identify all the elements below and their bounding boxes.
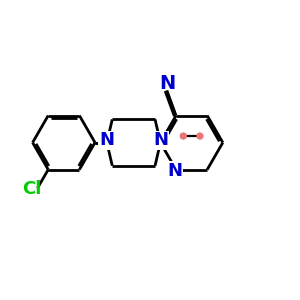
Text: Cl: Cl xyxy=(22,180,42,198)
Circle shape xyxy=(197,133,203,139)
Text: N: N xyxy=(99,131,114,149)
Circle shape xyxy=(180,133,186,139)
Text: N: N xyxy=(153,131,168,149)
Text: N: N xyxy=(167,162,182,180)
Text: N: N xyxy=(160,74,176,93)
